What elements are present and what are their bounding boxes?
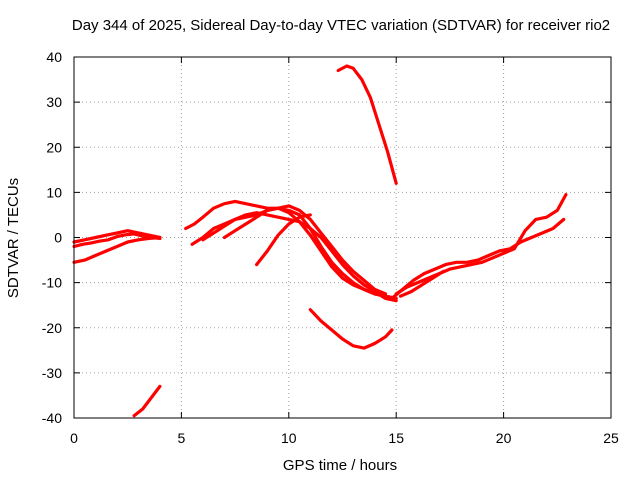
x-tick-label: 15 xyxy=(388,430,404,446)
series-arc-j xyxy=(336,64,398,185)
series-arc-i xyxy=(255,213,312,267)
series-arc-h xyxy=(222,206,398,300)
series-arc-l xyxy=(390,217,566,300)
y-tick-label: -20 xyxy=(42,320,62,336)
chart-series-group xyxy=(72,64,568,418)
series-arc-f xyxy=(190,204,388,296)
series-arc-d xyxy=(132,384,162,418)
series-arc-c xyxy=(72,229,162,244)
y-axis-title: SDTVAR / TECUs xyxy=(5,178,22,298)
x-tick-label: 10 xyxy=(281,430,297,446)
y-tick-label: -40 xyxy=(42,410,62,426)
series-arc-k xyxy=(308,308,394,350)
x-axis-title: GPS time / hours xyxy=(283,457,397,474)
y-tick-label: 0 xyxy=(54,230,62,246)
y-tick-label: 40 xyxy=(46,49,62,65)
axis-tick-labels: 0 5 10 15 20 25 -40 -30 -20 -10 0 10 20 30 40 xyxy=(42,49,619,446)
y-tick-label: 10 xyxy=(46,184,62,200)
y-tick-label: -30 xyxy=(42,365,62,381)
chart-title: Day 344 of 2025, Sidereal Day-to-day VTE… xyxy=(72,17,610,34)
x-tick-label: 25 xyxy=(603,430,619,446)
y-tick-label: 30 xyxy=(46,94,62,110)
x-tick-label: 0 xyxy=(70,430,78,446)
axis-ticks xyxy=(73,56,612,419)
series-arc-a xyxy=(72,232,162,249)
y-tick-label: -10 xyxy=(42,275,62,291)
y-tick-label: 20 xyxy=(46,139,62,155)
series-arc-m xyxy=(394,193,568,296)
series-arc-n xyxy=(398,269,446,298)
x-tick-label: 5 xyxy=(178,430,186,446)
chart-grid xyxy=(74,57,611,418)
series-arc-b xyxy=(72,235,162,264)
x-tick-label: 20 xyxy=(496,430,512,446)
